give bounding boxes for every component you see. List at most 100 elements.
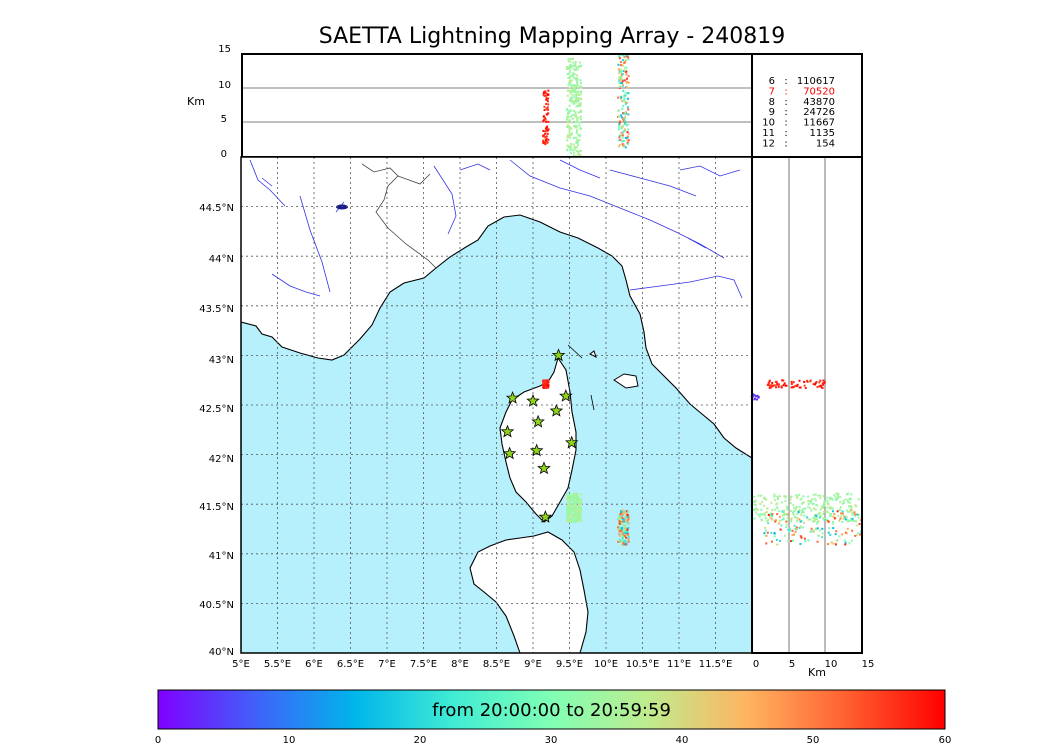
lightning-source-latitude — [850, 509, 853, 512]
lightning-source-latitude — [786, 506, 789, 509]
lightning-source — [566, 513, 569, 516]
lightning-source-latitude — [834, 496, 837, 499]
lightning-source-altitude — [574, 126, 577, 129]
lightning-source-latitude — [774, 380, 777, 383]
lightning-source-altitude — [572, 125, 575, 128]
lightning-source-altitude — [623, 129, 626, 132]
lightning-source-altitude — [544, 94, 547, 97]
lightning-source-altitude — [568, 87, 571, 90]
lightning-source-altitude — [566, 134, 569, 137]
lightning-source-altitude — [627, 113, 630, 116]
lightning-source-altitude — [567, 76, 570, 79]
lightning-source-altitude — [627, 108, 630, 111]
lightning-source-altitude — [618, 87, 621, 90]
lightning-source-latitude — [768, 384, 771, 387]
lightning-source-latitude — [795, 496, 798, 499]
station-star — [526, 393, 540, 407]
lightning-source-latitude — [788, 540, 791, 543]
lightning-source — [572, 502, 575, 505]
lightning-source-latitude — [823, 518, 826, 521]
lightning-source-latitude — [848, 542, 851, 545]
altitude-tick: 15 — [218, 44, 231, 55]
lightning-source-altitude — [542, 93, 545, 96]
lightning-source-altitude — [571, 84, 574, 87]
lightning-source-latitude — [758, 515, 761, 518]
lightning-source-altitude — [620, 140, 623, 143]
count-separator: : — [784, 86, 787, 97]
lightning-source-altitude — [621, 108, 624, 111]
lightning-source-latitude — [783, 495, 786, 498]
lightning-source-altitude — [579, 91, 582, 94]
lightning-source-altitude — [545, 107, 548, 110]
lightning-source-latitude — [828, 512, 831, 515]
lightning-source-latitude — [815, 381, 818, 384]
lightning-source-latitude — [854, 520, 857, 523]
lightning-source-latitude — [852, 513, 855, 516]
lightning-source-altitude — [619, 61, 622, 64]
lightning-source-altitude — [620, 74, 623, 77]
lightning-source — [624, 525, 627, 528]
lightning-source-altitude — [624, 103, 627, 106]
lightning-source-latitude — [761, 513, 764, 516]
lightning-source-altitude — [571, 57, 574, 60]
lightning-source-altitude — [578, 104, 581, 107]
lightning-source-latitude — [753, 500, 756, 503]
lightning-source-altitude — [577, 116, 580, 119]
lightning-source-latitude — [832, 507, 835, 510]
lightning-source-latitude — [775, 503, 778, 506]
lightning-source-latitude — [790, 518, 793, 521]
lightning-source-latitude — [790, 517, 793, 520]
lightning-source-altitude — [573, 68, 576, 71]
lightning-source-altitude — [575, 150, 578, 153]
lightning-source-latitude — [839, 501, 842, 504]
lightning-source-latitude — [762, 504, 765, 507]
lightning-source-latitude — [800, 511, 803, 514]
lightning-source-altitude — [566, 144, 569, 147]
lightning-source-altitude — [623, 144, 626, 147]
lightning-source-latitude — [817, 520, 820, 523]
lightning-source — [620, 515, 623, 518]
lightning-source-latitude — [818, 511, 821, 514]
lightning-source-altitude — [620, 64, 623, 67]
lightning-source-latitude — [796, 383, 799, 386]
lightning-source — [567, 520, 570, 523]
lightning-source — [570, 506, 573, 509]
lightning-source — [566, 517, 569, 520]
lightning-source-altitude — [627, 56, 630, 59]
lightning-source-latitude — [769, 512, 772, 515]
lightning-source-latitude — [761, 519, 764, 522]
lightning-source-altitude — [575, 125, 578, 128]
lightning-source-latitude — [809, 518, 812, 521]
lightning-source — [579, 514, 582, 517]
lat-tick: 43°N — [209, 355, 234, 366]
lightning-source — [576, 513, 579, 516]
altitude-tick: 5 — [221, 114, 227, 125]
lightning-source — [574, 510, 577, 513]
lightning-source-latitude — [835, 498, 838, 501]
lightning-source-latitude — [764, 529, 767, 532]
lightning-source-altitude — [571, 100, 574, 103]
count-value: 70520 — [803, 86, 835, 97]
count-separator: : — [784, 107, 787, 118]
lightning-source-latitude — [847, 492, 850, 495]
lightning-source-latitude — [813, 497, 816, 500]
lightning-source — [620, 518, 623, 521]
station-star — [502, 446, 517, 460]
lightning-source — [569, 496, 572, 499]
lightning-source-altitude — [567, 116, 570, 119]
count-separator: : — [784, 128, 787, 139]
lat-tick: 41°N — [209, 551, 234, 562]
lightning-source-latitude — [776, 502, 779, 505]
lightning-source-altitude — [620, 114, 623, 117]
lightning-source-altitude — [567, 113, 570, 116]
lightning-source-latitude — [815, 522, 818, 525]
lightning-source-altitude — [621, 64, 624, 67]
lightning-source-latitude — [816, 386, 819, 389]
lightning-source-altitude — [572, 90, 575, 93]
lightning-source-altitude — [568, 119, 571, 122]
lightning-source-altitude — [627, 58, 630, 61]
lon-tick: 11.5°E — [699, 659, 733, 670]
lightning-source — [580, 509, 583, 512]
lightning-source — [578, 500, 581, 503]
lightning-source-altitude — [621, 131, 624, 134]
